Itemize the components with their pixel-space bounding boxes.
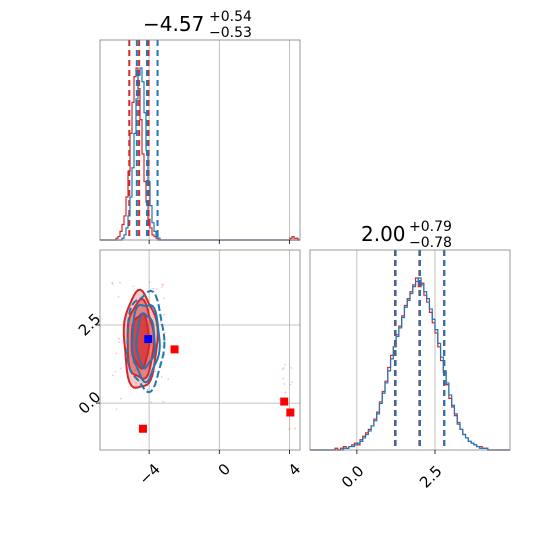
scatter-point [284, 391, 287, 394]
titles: −4.57 +0.54 −0.53 2.00 +0.79 −0.78 [143, 9, 452, 251]
scatter-point [150, 401, 153, 403]
scatter-point [164, 353, 166, 356]
axes-frame [99, 249, 301, 451]
scatter-point [163, 297, 165, 300]
scatter-point [294, 427, 296, 430]
scatter-point [118, 341, 120, 344]
scatter-point [163, 331, 166, 334]
x-tick-label-param1-0: −4 [136, 460, 164, 488]
x-tick-label-param2-1: 2.5 [416, 462, 446, 492]
x-tick-label-param2-0: 0.0 [338, 462, 368, 492]
scatter-point [160, 376, 163, 378]
scatter-point [111, 374, 114, 377]
histogram-step-series-0 [310, 277, 510, 451]
marker-series-1-0 [144, 335, 153, 344]
title-param1-plus: +0.54 [209, 9, 252, 25]
title-param2-median: 2.00 [361, 222, 406, 246]
marker-series-0-2 [280, 397, 289, 406]
scatter-point [115, 408, 118, 411]
contour-series-1-level-1 [130, 303, 161, 384]
axes-frame [99, 39, 301, 241]
scatter-point [119, 281, 121, 284]
scatter-point [115, 352, 118, 355]
scatter-point [131, 361, 134, 363]
scatter-point [119, 367, 122, 370]
scatter-point [283, 367, 285, 369]
scatter-point [132, 362, 135, 365]
scatter-point [129, 354, 132, 357]
scatter-point [162, 283, 165, 286]
scatter-point [134, 369, 136, 372]
scatter-point [135, 381, 137, 384]
scatter-point [163, 313, 166, 316]
scatter-point [284, 363, 286, 366]
histogram-step-series-1 [310, 277, 510, 451]
contour-series-1-level-2 [135, 312, 157, 370]
marker-series-0-3 [286, 408, 295, 417]
title-param2: 2.00 +0.79 −0.78 [361, 219, 452, 251]
x-tick-label-param1-1: 0 [215, 460, 234, 479]
scatter-point [152, 287, 155, 290]
scatter-point [283, 383, 286, 385]
scatter-point [291, 381, 294, 384]
title-param2-minus: −0.78 [409, 235, 452, 251]
scatter-point [161, 283, 163, 286]
contour-panel: −4 0 40.02.5 [75, 249, 304, 488]
scatter-point [146, 388, 149, 391]
x-tick-label-param1-2: 4 [285, 460, 304, 479]
scatter-point [154, 370, 156, 373]
histogram-panel-param1 [99, 39, 301, 244]
scatter-point [118, 337, 121, 340]
title-param1-median: −4.57 [143, 12, 204, 36]
scatter-point [120, 397, 122, 400]
scatter-point [111, 282, 114, 285]
scatter-point [155, 287, 158, 290]
scatter-point [149, 344, 152, 346]
scatter-point [282, 377, 285, 380]
histogram-panel-param2: 0.0 2.5 [309, 249, 511, 492]
scatter-point [167, 378, 170, 381]
scatter-point [161, 286, 163, 288]
scatter-point [111, 281, 114, 284]
scatter-point [158, 362, 161, 365]
scatter-point [290, 366, 293, 369]
title-param2-plus: +0.79 [409, 219, 452, 235]
scatter-point [162, 400, 165, 403]
title-param1: −4.57 +0.54 −0.53 [143, 9, 252, 41]
scatter-point [148, 281, 151, 284]
contour-series-1-level-0 [126, 289, 166, 394]
scatter-point [117, 295, 120, 298]
scatter-point [288, 428, 291, 430]
marker-series-0-0 [138, 424, 147, 433]
scatter-point [132, 285, 135, 288]
scatter-point [289, 383, 292, 386]
scatter-point [114, 370, 117, 373]
scatter-point [159, 321, 162, 323]
scatter-point [281, 368, 284, 371]
title-param1-minus: −0.53 [209, 25, 252, 41]
axes-frame [309, 249, 511, 451]
marker-series-0-1 [170, 345, 179, 354]
